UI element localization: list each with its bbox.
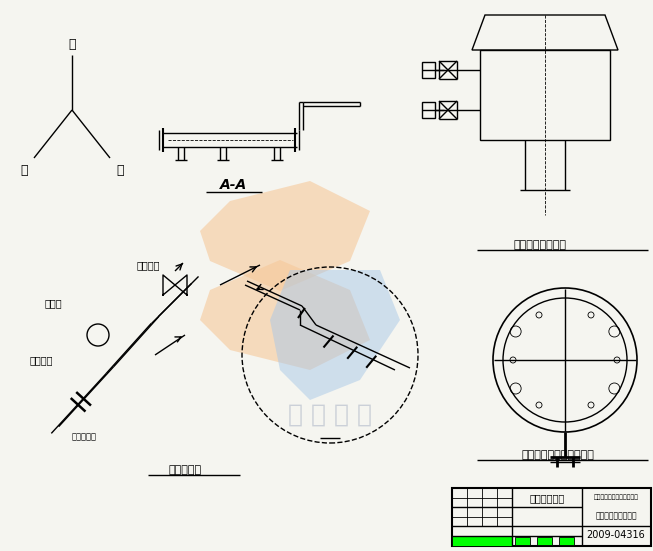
Bar bbox=[559, 537, 574, 545]
Bar bbox=[537, 537, 552, 545]
Bar bbox=[422, 102, 435, 118]
Text: 喷嘴安装管及安装示意图: 喷嘴安装管及安装示意图 bbox=[522, 450, 594, 460]
Polygon shape bbox=[270, 270, 400, 400]
Text: 补水节能装置: 补水节能装置 bbox=[530, 493, 565, 503]
Text: 补水系统图: 补水系统图 bbox=[168, 465, 202, 475]
Bar bbox=[422, 62, 435, 78]
Text: 补水主管路: 补水主管路 bbox=[72, 433, 97, 441]
Text: 补水系统安装示意图: 补水系统安装示意图 bbox=[595, 511, 637, 521]
Text: 上: 上 bbox=[69, 39, 76, 51]
Bar bbox=[515, 537, 530, 545]
Text: 截流孔板: 截流孔板 bbox=[30, 355, 54, 365]
Text: 补水阀门: 补水阀门 bbox=[136, 260, 160, 270]
Bar bbox=[452, 488, 651, 546]
Bar bbox=[452, 536, 512, 546]
Polygon shape bbox=[200, 181, 370, 291]
Bar bbox=[480, 50, 610, 140]
Text: 液位计安装示意图: 液位计安装示意图 bbox=[513, 240, 567, 250]
Text: 南: 南 bbox=[20, 164, 27, 176]
Text: 电磁阀: 电磁阀 bbox=[45, 298, 63, 308]
Text: 东: 东 bbox=[116, 164, 124, 176]
Text: A-A: A-A bbox=[220, 178, 247, 192]
Text: 上海泰格电力技术有限公司: 上海泰格电力技术有限公司 bbox=[594, 494, 639, 500]
Text: 2009-04316: 2009-04316 bbox=[586, 530, 645, 540]
Text: 泰 格 电 力: 泰 格 电 力 bbox=[288, 403, 372, 427]
Polygon shape bbox=[200, 260, 370, 370]
